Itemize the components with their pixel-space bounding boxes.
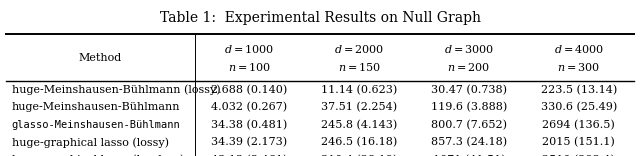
Text: $d = 2000$
$n = 150$: $d = 2000$ $n = 150$ (334, 43, 385, 73)
Text: glasso-Meinshausen-Bühlmann: glasso-Meinshausen-Bühlmann (12, 120, 180, 130)
Text: Table 1:  Experimental Results on Null Graph: Table 1: Experimental Results on Null Gr… (159, 11, 481, 25)
Text: 119.6 (3.888): 119.6 (3.888) (431, 102, 507, 112)
Text: 857.3 (24.18): 857.3 (24.18) (431, 137, 507, 147)
Text: 245.8 (4.143): 245.8 (4.143) (321, 120, 397, 130)
Text: 246.5 (16.18): 246.5 (16.18) (321, 137, 397, 147)
Text: 34.38 (0.481): 34.38 (0.481) (211, 120, 287, 130)
Text: 43.13 (3.461): 43.13 (3.461) (211, 155, 287, 156)
Text: $d = 3000$
$n = 200$: $d = 3000$ $n = 200$ (444, 43, 494, 73)
Text: 30.47 (0.738): 30.47 (0.738) (431, 85, 507, 95)
Text: huge-graphical lasso (lossless): huge-graphical lasso (lossless) (12, 154, 184, 156)
Text: 2694 (136.5): 2694 (136.5) (542, 120, 615, 130)
Text: Method: Method (79, 53, 122, 63)
Text: 223.5 (13.14): 223.5 (13.14) (541, 85, 617, 95)
Text: 37.51 (2.254): 37.51 (2.254) (321, 102, 397, 112)
Text: 2015 (151.1): 2015 (151.1) (542, 137, 615, 147)
Text: 34.39 (2.173): 34.39 (2.173) (211, 137, 287, 147)
Text: 4.032 (0.267): 4.032 (0.267) (211, 102, 287, 112)
Text: $d = 4000$
$n = 300$: $d = 4000$ $n = 300$ (554, 43, 604, 73)
Text: 2.688 (0.140): 2.688 (0.140) (211, 85, 287, 95)
Text: huge-Meinshausen-Bühlmann: huge-Meinshausen-Bühlmann (12, 102, 180, 112)
Text: 1071 (41.51): 1071 (41.51) (433, 155, 505, 156)
Text: huge-Meinshausen-Bühlmann (lossy): huge-Meinshausen-Bühlmann (lossy) (12, 85, 220, 95)
Text: $d = 1000$
$n = 100$: $d = 1000$ $n = 100$ (224, 43, 275, 73)
Text: 800.7 (7.652): 800.7 (7.652) (431, 120, 507, 130)
Text: huge-graphical lasso (lossy): huge-graphical lasso (lossy) (12, 137, 168, 148)
Text: 330.6 (25.49): 330.6 (25.49) (541, 102, 617, 112)
Text: 2510 (293.4): 2510 (293.4) (542, 155, 615, 156)
Text: 310.4 (28.19): 310.4 (28.19) (321, 155, 397, 156)
Text: 11.14 (0.623): 11.14 (0.623) (321, 85, 397, 95)
